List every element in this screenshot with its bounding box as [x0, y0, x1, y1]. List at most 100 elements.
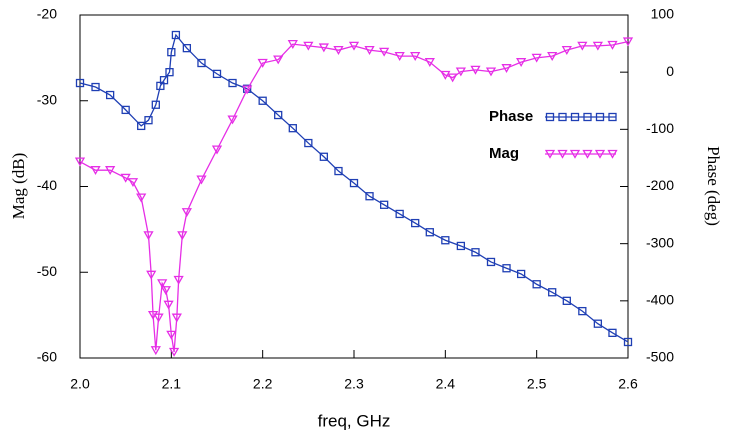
marker — [594, 149, 606, 159]
y2-tick-label: -100 — [646, 120, 674, 136]
marker — [288, 124, 297, 133]
marker — [379, 200, 389, 209]
x-tick-label: 2.0 — [70, 376, 90, 392]
marker — [90, 166, 101, 176]
marker — [137, 121, 146, 131]
marker — [196, 175, 207, 185]
marker — [425, 228, 434, 237]
marker — [570, 112, 580, 122]
marker — [548, 288, 557, 297]
marker — [562, 296, 571, 305]
marker — [127, 178, 139, 188]
y-tick-label: -30 — [37, 91, 57, 107]
marker — [569, 149, 581, 159]
marker — [516, 269, 526, 279]
marker — [228, 78, 237, 88]
marker — [365, 192, 374, 201]
marker — [166, 330, 177, 340]
y2-tick-label: -400 — [646, 292, 674, 308]
marker — [486, 257, 496, 267]
y-axis-label: Mag (dB) — [9, 153, 28, 220]
marker — [304, 138, 313, 148]
marker — [153, 313, 164, 323]
marker — [410, 52, 421, 61]
x-tick-label: 2.5 — [527, 376, 547, 392]
legend-box — [483, 97, 622, 176]
marker — [151, 100, 160, 109]
marker — [593, 319, 603, 328]
series-line — [79, 33, 629, 343]
marker — [547, 52, 558, 61]
legend-label: Mag — [489, 145, 519, 162]
marker — [531, 53, 542, 63]
y-tick-label: -20 — [37, 6, 57, 22]
marker — [257, 58, 268, 68]
x-tick-label: 2.4 — [436, 376, 456, 392]
marker — [424, 58, 435, 67]
marker — [211, 145, 223, 155]
marker — [456, 241, 466, 251]
marker — [557, 149, 568, 159]
marker — [501, 64, 512, 73]
y2-tick-label: -500 — [646, 349, 674, 365]
marker — [171, 313, 182, 323]
marker — [75, 78, 85, 88]
marker — [441, 236, 450, 245]
marker — [532, 280, 541, 289]
marker — [120, 173, 131, 183]
marker — [105, 90, 115, 100]
marker — [159, 76, 169, 85]
marker — [273, 55, 284, 65]
y-tick-label: -60 — [37, 349, 57, 365]
x-axis-label: freq, GHz — [318, 411, 391, 430]
marker — [287, 40, 298, 49]
marker — [622, 37, 634, 47]
marker — [608, 112, 617, 122]
series-line — [79, 40, 629, 353]
marker — [197, 58, 206, 68]
marker — [160, 286, 171, 296]
marker — [163, 300, 174, 310]
legend-label: Phase — [489, 108, 533, 125]
marker — [471, 248, 480, 257]
marker — [561, 46, 572, 55]
marker — [212, 69, 222, 79]
marker — [394, 52, 405, 61]
marker — [242, 85, 253, 95]
marker — [165, 68, 174, 77]
marker — [440, 70, 451, 80]
marker — [318, 43, 329, 53]
marker — [411, 218, 420, 228]
marker — [485, 67, 497, 77]
marker — [577, 41, 588, 51]
y2-tick-label: 100 — [651, 6, 675, 22]
marker — [583, 112, 592, 122]
marker — [607, 40, 618, 50]
y-tick-label: -50 — [37, 263, 57, 279]
marker — [167, 48, 176, 57]
marker — [558, 112, 567, 122]
marker — [334, 166, 343, 176]
x-tick-label: 2.3 — [344, 376, 364, 392]
marker — [608, 328, 617, 337]
marker — [173, 275, 184, 285]
marker — [333, 46, 344, 55]
marker — [379, 47, 390, 57]
marker — [91, 82, 100, 92]
marker — [121, 105, 130, 115]
marker — [146, 270, 157, 280]
marker — [623, 337, 633, 347]
y2-tick-label: -200 — [646, 177, 674, 193]
marker — [177, 231, 188, 241]
marker — [502, 264, 511, 273]
marker — [105, 166, 116, 176]
x-tick-label: 2.2 — [253, 376, 273, 392]
marker — [136, 193, 147, 203]
x-tick-label: 2.6 — [618, 376, 638, 392]
marker — [592, 41, 603, 51]
marker — [181, 208, 192, 218]
marker — [319, 152, 329, 161]
marker — [143, 231, 154, 241]
marker — [348, 41, 360, 51]
